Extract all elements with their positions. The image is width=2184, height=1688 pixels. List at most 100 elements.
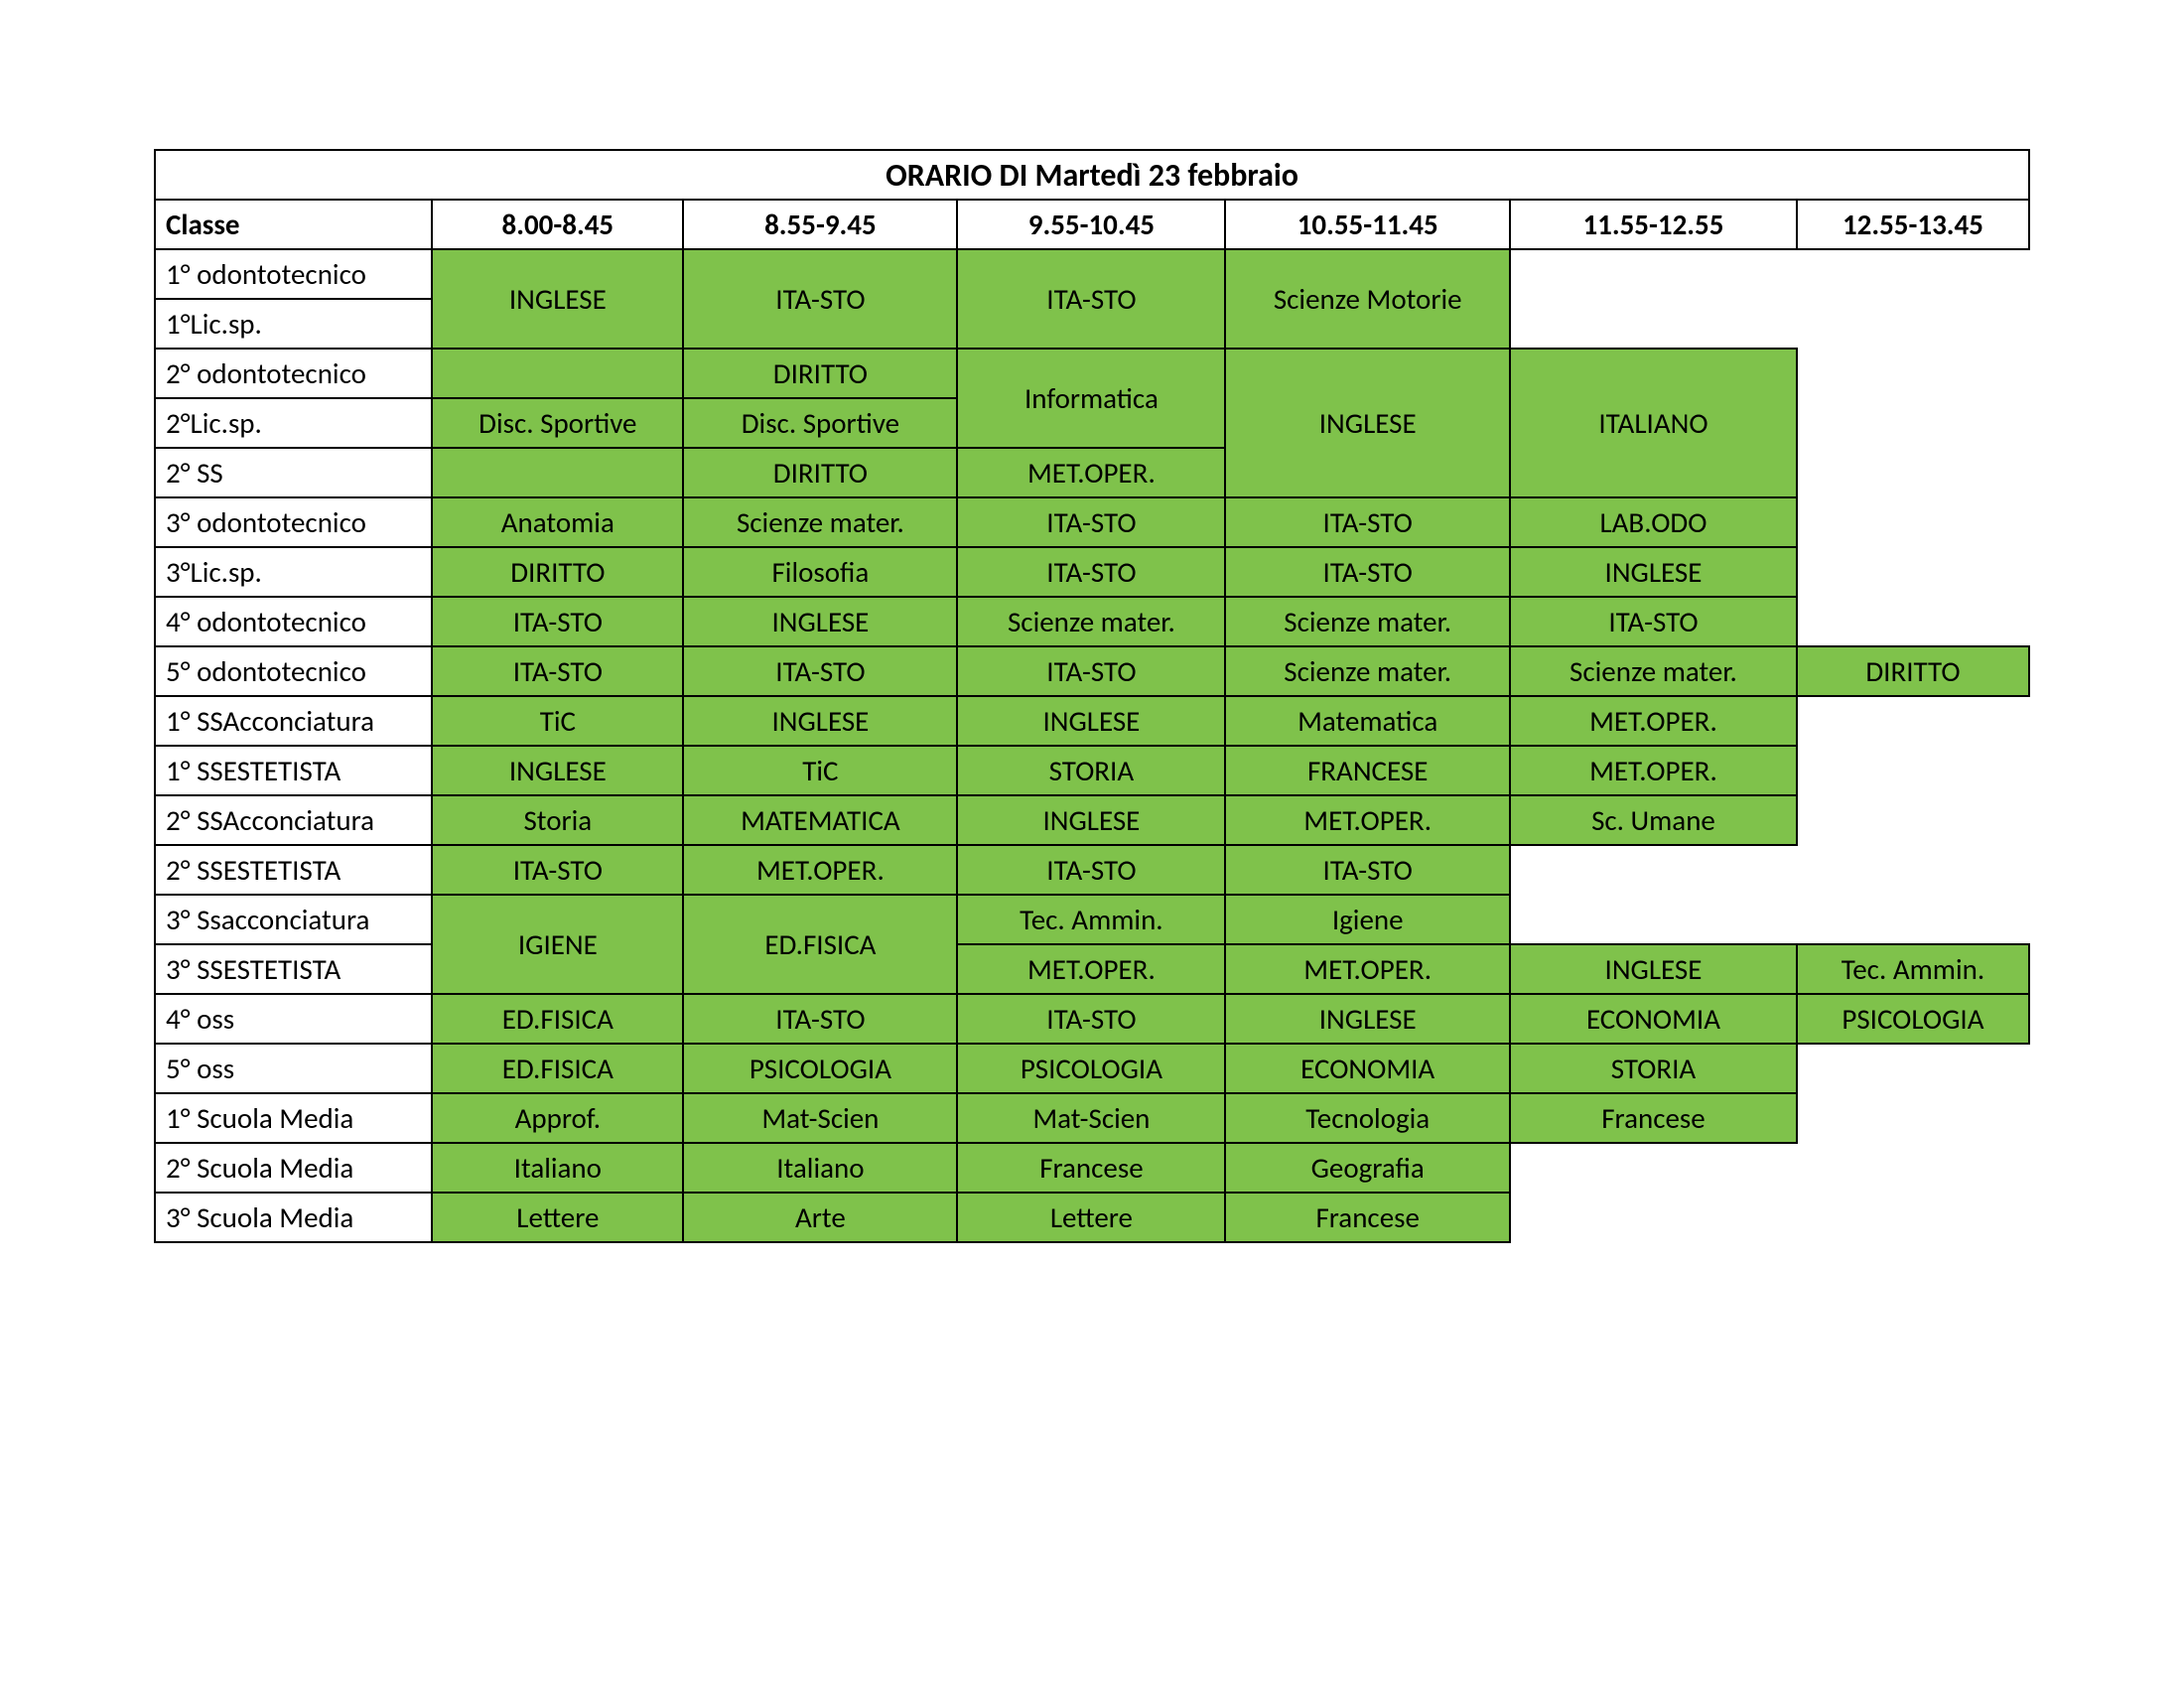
cell: Approf. [432, 1093, 683, 1143]
cell: MET.OPER. [1225, 944, 1510, 994]
table-row: 4° odontotecnico ITA-STO INGLESE Scienze… [155, 597, 2029, 646]
cell: Anatomia [432, 497, 683, 547]
cell: INGLESE [957, 795, 1225, 845]
table-row: 1° Scuola Media Approf. Mat-Scien Mat-Sc… [155, 1093, 2029, 1143]
class-label: 2° Scuola Media [155, 1143, 432, 1193]
cell: STORIA [957, 746, 1225, 795]
cell: Francese [957, 1143, 1225, 1193]
table-row: 2° SSESTETISTA ITA-STO MET.OPER. ITA-STO… [155, 845, 2029, 895]
cell: Tec. Ammin. [957, 895, 1225, 944]
cell: DIRITTO [683, 349, 957, 398]
cell: ITA-STO [1225, 547, 1510, 597]
cell-empty [1797, 895, 2029, 944]
col-head-6: 12.55-13.45 [1797, 200, 2029, 249]
table-row: 3° Ssacconciatura IGIENE ED.FISICA Tec. … [155, 895, 2029, 944]
cell-empty [1797, 497, 2029, 547]
cell: IGIENE [432, 895, 683, 994]
cell: PSICOLOGIA [683, 1044, 957, 1093]
cell: Francese [1510, 1093, 1797, 1143]
cell: Italiano [683, 1143, 957, 1193]
cell-empty [1797, 696, 2029, 746]
cell: MATEMATICA [683, 795, 957, 845]
table-title: ORARIO DI Martedì 23 febbraio [155, 150, 2029, 200]
table-row: 5° odontotecnico ITA-STO ITA-STO ITA-STO… [155, 646, 2029, 696]
col-head-1: 8.00-8.45 [432, 200, 683, 249]
cell: Italiano [432, 1143, 683, 1193]
table-row: 2° odontotecnico DIRITTO Informatica ING… [155, 349, 2029, 398]
cell: INGLESE [432, 746, 683, 795]
class-label: 3°Lic.sp. [155, 547, 432, 597]
cell-empty [1797, 597, 2029, 646]
class-label: 2° SS [155, 448, 432, 497]
cell-empty [1510, 845, 1797, 895]
cell: ITA-STO [957, 497, 1225, 547]
table-row: 1° SSESTETISTA INGLESE TiC STORIA FRANCE… [155, 746, 2029, 795]
col-head-5: 11.55-12.55 [1510, 200, 1797, 249]
class-label: 3° SSESTETISTA [155, 944, 432, 994]
cell: ITA-STO [432, 845, 683, 895]
cell: MET.OPER. [683, 845, 957, 895]
cell: MET.OPER. [1225, 795, 1510, 845]
col-head-4: 10.55-11.45 [1225, 200, 1510, 249]
cell: DIRITTO [432, 547, 683, 597]
class-label: 2° SSESTETISTA [155, 845, 432, 895]
class-label: 1° odontotecnico [155, 249, 432, 299]
class-label: 2°Lic.sp. [155, 398, 432, 448]
cell: ECONOMIA [1510, 994, 1797, 1044]
timetable: ORARIO DI Martedì 23 febbraio Classe 8.0… [154, 149, 2030, 1243]
class-label: 5° oss [155, 1044, 432, 1093]
cell: INGLESE [1510, 547, 1797, 597]
cell: ITA-STO [957, 646, 1225, 696]
class-label: 4° oss [155, 994, 432, 1044]
cell: Mat-Scien [957, 1093, 1225, 1143]
cell: Scienze mater. [1225, 597, 1510, 646]
cell: ECONOMIA [1225, 1044, 1510, 1093]
cell: Igiene [1225, 895, 1510, 944]
cell: Scienze mater. [1225, 646, 1510, 696]
cell: DIRITTO [1797, 646, 2029, 696]
cell: ITA-STO [432, 597, 683, 646]
cell-empty [1797, 1093, 2029, 1143]
cell: ITALIANO [1510, 349, 1797, 497]
table-row: 3° odontotecnico Anatomia Scienze mater.… [155, 497, 2029, 547]
cell: ITA-STO [1225, 497, 1510, 547]
cell: INGLESE [957, 696, 1225, 746]
cell: ITA-STO [957, 994, 1225, 1044]
cell-empty [1510, 1193, 1797, 1242]
col-head-3: 9.55-10.45 [957, 200, 1225, 249]
cell: FRANCESE [1225, 746, 1510, 795]
cell: Scienze mater. [1510, 646, 1797, 696]
cell: DIRITTO [683, 448, 957, 497]
cell: Lettere [432, 1193, 683, 1242]
cell [432, 349, 683, 398]
cell: INGLESE [1510, 944, 1797, 994]
table-row: 5° oss ED.FISICA PSICOLOGIA PSICOLOGIA E… [155, 1044, 2029, 1093]
cell: INGLESE [683, 597, 957, 646]
cell-empty [1797, 249, 2029, 299]
cell: INGLESE [1225, 994, 1510, 1044]
cell: Geografia [1225, 1143, 1510, 1193]
cell-empty [1510, 1143, 1797, 1193]
cell-empty [1797, 795, 2029, 845]
cell: Francese [1225, 1193, 1510, 1242]
cell-empty [1510, 895, 1797, 944]
class-label: 3° odontotecnico [155, 497, 432, 547]
cell: MET.OPER. [957, 944, 1225, 994]
cell: ITA-STO [432, 646, 683, 696]
class-label: 5° odontotecnico [155, 646, 432, 696]
table-row: 2° SSAcconciatura Storia MATEMATICA INGL… [155, 795, 2029, 845]
cell: INGLESE [1225, 349, 1510, 497]
class-label: 1° SSAcconciatura [155, 696, 432, 746]
cell: INGLESE [432, 249, 683, 349]
cell: ED.FISICA [432, 1044, 683, 1093]
cell: ED.FISICA [683, 895, 957, 994]
cell-empty [1797, 1193, 2029, 1242]
cell: Storia [432, 795, 683, 845]
cell-empty [1797, 746, 2029, 795]
cell: Scienze Motorie [1225, 249, 1510, 349]
col-head-2: 8.55-9.45 [683, 200, 957, 249]
cell: ITA-STO [957, 547, 1225, 597]
cell: Tec. Ammin. [1797, 944, 2029, 994]
table-row: 4° oss ED.FISICA ITA-STO ITA-STO INGLESE… [155, 994, 2029, 1044]
cell: MET.OPER. [1510, 746, 1797, 795]
